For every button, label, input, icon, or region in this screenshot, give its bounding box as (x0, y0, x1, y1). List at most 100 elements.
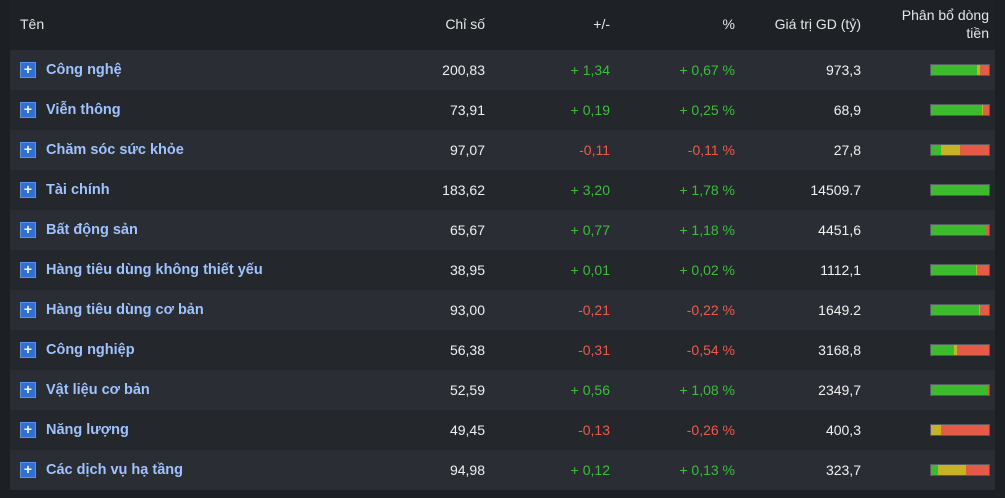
flow-inflow-segment (931, 145, 942, 155)
sector-name[interactable]: Tài chính (46, 182, 110, 198)
expand-plus-icon[interactable]: + (20, 422, 36, 438)
change-value: + 1,34 (570, 62, 610, 78)
money-flow-cell (861, 304, 995, 316)
table-row[interactable]: + Các dịch vụ hạ tầng 94,98 + 0,12 + 0,1… (10, 450, 995, 490)
index-value: 200,83 (442, 62, 485, 78)
money-flow-bar (930, 64, 990, 76)
header-money-flow-line1: Phân bổ dòng (901, 7, 989, 23)
header-change[interactable]: +/- (593, 16, 610, 32)
expand-plus-icon[interactable]: + (20, 62, 36, 78)
sector-name[interactable]: Chăm sóc sức khỏe (46, 142, 184, 158)
flow-inflow-segment (931, 305, 979, 315)
table-row[interactable]: + Vật liệu cơ bản 52,59 + 0,56 + 1,08 % … (10, 370, 995, 410)
index-value: 94,98 (449, 462, 485, 478)
sector-name-cell: + Bất động sản (10, 222, 380, 238)
percent-value: + 0,67 % (679, 62, 735, 78)
change-value: -0,31 (578, 342, 610, 358)
trading-value: 323,7 (825, 462, 861, 478)
percent-value: + 0,13 % (679, 462, 735, 478)
header-index[interactable]: Chỉ số (445, 16, 485, 32)
flow-neutral-segment (941, 145, 960, 155)
change-value: + 0,12 (570, 462, 610, 478)
table-body: + Công nghệ 200,83 + 1,34 + 0,67 % 973,3… (10, 50, 995, 490)
change-value: -0,21 (578, 302, 610, 318)
money-flow-cell (861, 384, 995, 396)
trading-value: 1112,1 (820, 262, 861, 278)
sector-name-cell: + Hàng tiêu dùng không thiết yếu (10, 262, 380, 278)
change-value: + 0,01 (570, 262, 610, 278)
table-row[interactable]: + Hàng tiêu dùng cơ bản 93,00 -0,21 -0,2… (10, 290, 995, 330)
expand-plus-icon[interactable]: + (20, 182, 36, 198)
expand-plus-icon[interactable]: + (20, 382, 36, 398)
expand-plus-icon[interactable]: + (20, 342, 36, 358)
money-flow-bar (930, 424, 990, 436)
sector-name[interactable]: Các dịch vụ hạ tầng (46, 462, 183, 478)
sector-name[interactable]: Vật liệu cơ bản (46, 382, 150, 398)
table-row[interactable]: + Hàng tiêu dùng không thiết yếu 38,95 +… (10, 250, 995, 290)
money-flow-cell (861, 104, 995, 116)
table-row[interactable]: + Tài chính 183,62 + 3,20 + 1,78 % 14509… (10, 170, 995, 210)
percent-value: + 1,78 % (679, 182, 735, 198)
percent-value: -0,54 % (686, 342, 735, 358)
flow-inflow-segment (931, 225, 987, 235)
expand-plus-icon[interactable]: + (20, 102, 36, 118)
money-flow-bar (930, 224, 990, 236)
index-value: 38,95 (449, 262, 485, 278)
money-flow-bar (930, 264, 990, 276)
flow-neutral-segment (978, 305, 981, 315)
sector-name[interactable]: Bất động sản (46, 222, 138, 238)
trading-value: 973,3 (825, 62, 861, 78)
money-flow-cell (861, 184, 995, 196)
trading-value: 27,8 (833, 142, 861, 158)
trading-value: 68,9 (833, 102, 861, 118)
trading-value: 2349,7 (818, 382, 861, 398)
expand-plus-icon[interactable]: + (20, 142, 36, 158)
sector-name[interactable]: Công nghiệp (46, 342, 135, 358)
expand-plus-icon[interactable]: + (20, 222, 36, 238)
table-row[interactable]: + Công nghệ 200,83 + 1,34 + 0,67 % 973,3 (10, 50, 995, 90)
table-row[interactable]: + Công nghiệp 56,38 -0,31 -0,54 % 3168,8 (10, 330, 995, 370)
percent-value: -0,26 % (686, 422, 735, 438)
flow-outflow-segment (986, 225, 989, 235)
trading-value: 400,3 (825, 422, 861, 438)
flow-outflow-segment (980, 305, 989, 315)
table-row[interactable]: + Chăm sóc sức khỏe 97,07 -0,11 -0,11 % … (10, 130, 995, 170)
expand-plus-icon[interactable]: + (20, 462, 36, 478)
percent-value: + 0,02 % (679, 262, 735, 278)
money-flow-cell (861, 224, 995, 236)
flow-outflow-segment (957, 345, 989, 355)
change-value: + 0,19 (570, 102, 610, 118)
sector-name[interactable]: Viễn thông (46, 102, 121, 118)
flow-inflow-segment (931, 345, 955, 355)
percent-value: -0,11 % (687, 142, 735, 158)
money-flow-bar (930, 304, 990, 316)
trading-value: 4451,6 (818, 222, 861, 238)
header-value[interactable]: Giá trị GD (tỷ) (774, 16, 861, 32)
expand-plus-icon[interactable]: + (20, 262, 36, 278)
flow-outflow-segment (965, 465, 989, 475)
sector-name[interactable]: Hàng tiêu dùng cơ bản (46, 302, 204, 318)
money-flow-bar (930, 464, 990, 476)
percent-value: -0,22 % (686, 302, 735, 318)
money-flow-cell (861, 264, 995, 276)
header-name[interactable]: Tên (20, 16, 45, 32)
sector-name[interactable]: Hàng tiêu dùng không thiết yếu (46, 262, 263, 278)
flow-neutral-segment (977, 65, 981, 75)
sector-name[interactable]: Công nghệ (46, 62, 122, 78)
change-value: + 0,56 (570, 382, 610, 398)
money-flow-bar (930, 344, 990, 356)
header-money-flow-line2: tiền (966, 25, 989, 41)
header-money-flow[interactable]: Phân bổ dòng tiền (861, 0, 995, 42)
change-value: -0,13 (578, 422, 610, 438)
flow-outflow-segment (977, 265, 989, 275)
expand-plus-icon[interactable]: + (20, 302, 36, 318)
table-row[interactable]: + Bất động sản 65,67 + 0,77 + 1,18 % 445… (10, 210, 995, 250)
header-percent[interactable]: % (722, 16, 735, 32)
sector-name[interactable]: Năng lượng (46, 422, 129, 438)
percent-value: + 1,08 % (679, 382, 735, 398)
index-value: 73,91 (449, 102, 485, 118)
flow-neutral-segment (937, 465, 966, 475)
table-row[interactable]: + Viễn thông 73,91 + 0,19 + 0,25 % 68,9 (10, 90, 995, 130)
table-row[interactable]: + Năng lượng 49,45 -0,13 -0,26 % 400,3 (10, 410, 995, 450)
flow-outflow-segment (983, 105, 989, 115)
